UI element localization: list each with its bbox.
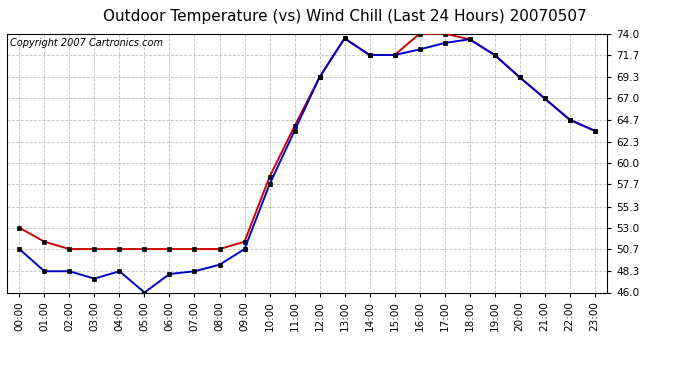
Text: Outdoor Temperature (vs) Wind Chill (Last 24 Hours) 20070507: Outdoor Temperature (vs) Wind Chill (Las…: [104, 9, 586, 24]
Text: Copyright 2007 Cartronics.com: Copyright 2007 Cartronics.com: [10, 38, 163, 48]
